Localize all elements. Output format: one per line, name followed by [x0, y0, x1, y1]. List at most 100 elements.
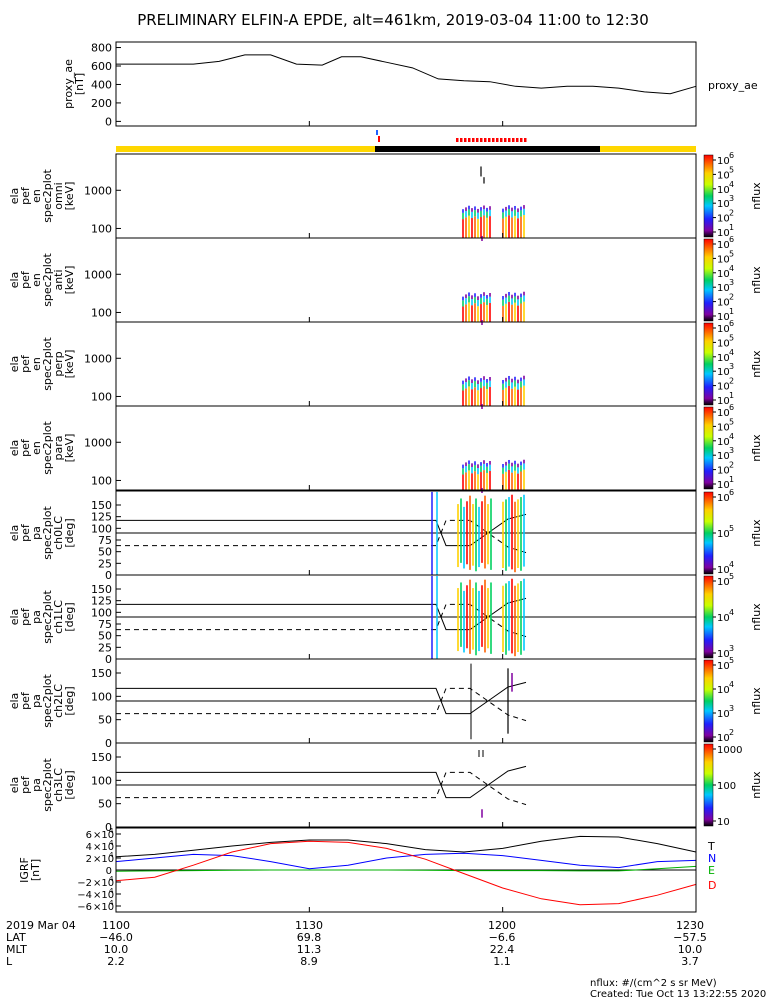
panel-ylabel: pa: [30, 694, 43, 708]
pa-ytick-label: 100: [91, 690, 112, 703]
pa-ytick-label: 150: [91, 583, 112, 596]
colorbar-tick-label: 10: [717, 466, 730, 477]
units-footnote: nflux: #/(cm^2 s sr MeV): [590, 978, 717, 989]
colorbar-tick-exponent: 2: [729, 377, 734, 386]
science-flag-mark: [496, 138, 499, 142]
ae-ytick-label: 200: [91, 97, 112, 110]
colorbar-tick-exponent: 4: [729, 560, 734, 569]
colorbar-tick-exponent: 5: [729, 524, 734, 533]
colorbar: [703, 154, 714, 238]
pa-ytick-label: 0: [105, 653, 112, 666]
pitch-angle-panel-ch2LC: 050100150elapefpaspec2plotch2LC[deg]1021…: [8, 656, 763, 750]
colorbar-label: nflux: [750, 182, 763, 210]
colorbar-tick-label: 10: [717, 324, 730, 335]
l-value: 8.9: [300, 955, 318, 968]
panel-ylabel: pef: [19, 607, 32, 626]
igrf-lines: [115, 835, 697, 906]
science-flag-mark: [508, 138, 511, 142]
page-title: PRELIMINARY ELFIN-A EPDE, alt=461km, 201…: [137, 11, 649, 29]
colorbar-tick-label: 10: [717, 214, 730, 225]
colorbar-tick-label: 10: [717, 228, 730, 239]
colorbar-tick-label: 10: [717, 156, 730, 167]
colorbar-tick-exponent: 4: [729, 180, 734, 189]
igrf-legend-t: T: [707, 840, 715, 853]
science-flag-mark: [476, 138, 479, 142]
proxy-ae-ylabel-2: [nT]: [73, 73, 86, 95]
igrf-legend-n: N: [708, 852, 716, 865]
science-flag-mark: [500, 138, 503, 142]
colorbar-tick-label: 1000: [717, 745, 742, 756]
colorbar-tick-exponent: 2: [729, 293, 734, 302]
igrf-ytick-label: −2: [77, 878, 92, 889]
proxy-ae-panel: 0 200 400 600 800 proxy_ae [nT] proxy_ae: [62, 41, 758, 128]
colorbar-tick-label: 10: [717, 451, 730, 462]
colorbar-tick-exponent: 4: [729, 348, 734, 357]
colorbar-tick-exponent: 3: [729, 644, 734, 653]
igrf-series-D: [115, 840, 697, 906]
igrf-series-N: [115, 852, 697, 870]
sunlight-bar-right: [600, 146, 696, 152]
energy-ytick-label: 1000: [84, 184, 112, 197]
l-value: 1.1: [493, 955, 511, 968]
colorbar-tick-label: 10: [717, 709, 730, 720]
energy-panel-anti: 1001000elapefenspec2plotanti[keV]1011021…: [8, 235, 763, 325]
colorbar-tick-label: 10: [717, 367, 730, 378]
science-flag-mark: [484, 138, 487, 142]
igrf-legend-e: E: [708, 864, 715, 877]
igrf-ytick-label: 0: [106, 866, 112, 877]
energy-ytick-label: 100: [91, 390, 112, 403]
energy-ytick-label: 1000: [84, 436, 112, 449]
l-value: 3.7: [681, 955, 699, 968]
energy-panel-para: 1001000elapefenspec2plotpara[keV]1011021…: [8, 403, 763, 493]
date-label: 2019 Mar 04: [6, 919, 76, 932]
igrf-ytick-label: −4: [77, 890, 92, 901]
colorbar-tick-label: 10: [717, 817, 730, 828]
lat-value: 69.8: [297, 931, 322, 944]
colorbar-tick-label: 10: [717, 613, 730, 624]
panel-ylabel: spec2plot: [41, 674, 54, 728]
pa-ytick-label: 0: [105, 821, 112, 834]
panel-ylabel: ch1LC: [52, 600, 65, 634]
igrf-ytick-label: 4: [86, 842, 92, 853]
igrf-ytick-label: −6: [77, 902, 92, 913]
panel-ylabel: ela: [8, 356, 21, 373]
panel-ylabel: ela: [8, 272, 21, 289]
pa-ytick-label: 50: [98, 630, 112, 643]
colorbar: [703, 743, 714, 827]
panel-ylabel: en: [30, 273, 43, 287]
pa-ytick-label: 25: [98, 557, 112, 570]
panel-ylabel: spec2plot: [41, 253, 54, 307]
colorbar-tick-label: 10: [717, 437, 730, 448]
colorbar: [703, 322, 714, 406]
colorbar-tick-label: 10: [717, 396, 730, 407]
pa-ytick-label: 100: [91, 606, 112, 619]
ae-ytick-label: 0: [105, 115, 112, 128]
lat-label: LAT: [6, 931, 26, 944]
colorbar-tick-exponent: 2: [729, 461, 734, 470]
colorbar-tick-label: 10: [717, 170, 730, 181]
colorbar-tick-label: 10: [717, 408, 730, 419]
igrf-frame: [115, 827, 697, 913]
energy-panel-frame: [115, 321, 697, 407]
colorbar-tick-exponent: 1: [729, 307, 734, 316]
panel-ylabel: para: [52, 436, 65, 461]
panel-ylabel: [keV]: [63, 434, 76, 463]
science-flag-mark: [464, 138, 467, 142]
panel-ylabel: pef: [19, 438, 32, 457]
igrf-ytick-label: 6: [86, 830, 92, 841]
colorbar-tick-exponent: 5: [729, 165, 734, 174]
panel-ylabel: [keV]: [63, 182, 76, 211]
pitch-angle-panels: 0255075100125150elapefpaspec2plotch0LC[d…: [8, 488, 763, 834]
science-flag-ticks: [456, 138, 527, 142]
igrf-ytick-label: 2: [86, 854, 92, 865]
colorbar-tick-exponent: 6: [729, 235, 734, 244]
loss-cone-line: [116, 765, 527, 799]
energy-panel-frame: [115, 405, 697, 491]
panel-ylabel: ela: [8, 440, 21, 457]
colorbar-label: nflux: [750, 687, 763, 715]
panel-ylabel: spec2plot: [41, 758, 54, 812]
science-flag-mark: [516, 138, 519, 142]
l-label: L: [6, 955, 13, 968]
igrf-ytick-exponent: 4: [109, 875, 114, 883]
